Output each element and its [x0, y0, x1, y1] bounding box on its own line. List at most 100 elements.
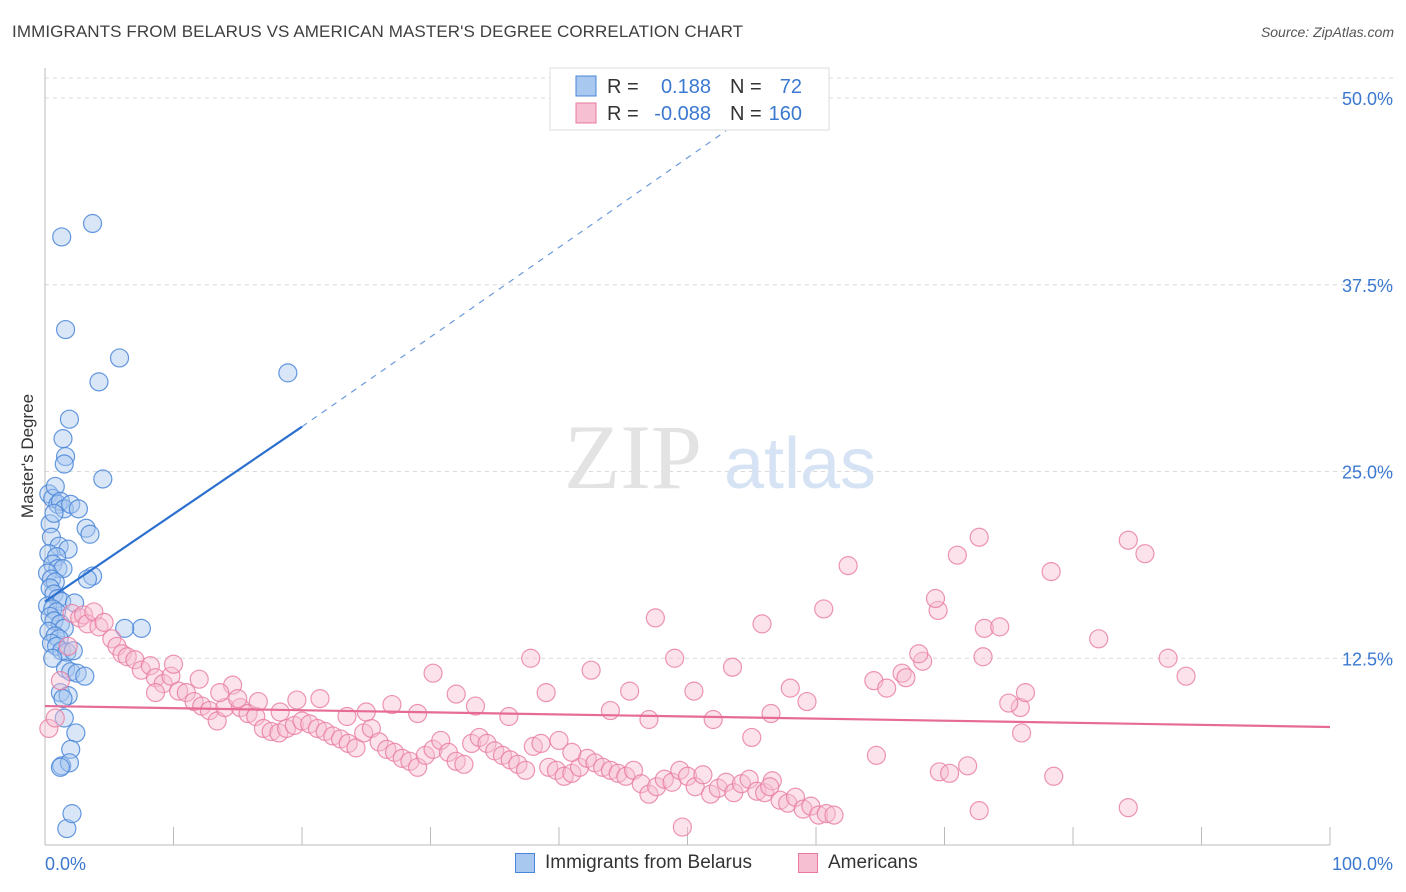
point-belarus-62	[55, 446, 76, 467]
point-americans-134	[684, 681, 704, 701]
point-americans-68	[531, 733, 551, 754]
point-americans-141	[814, 599, 834, 619]
point-belarus-73	[278, 363, 298, 383]
point-americans-122	[465, 696, 486, 716]
legend-n-label-1: N =	[730, 76, 762, 98]
point-americans-123	[499, 706, 519, 727]
point-americans-132	[645, 608, 665, 628]
legend-n-label-2: N =	[730, 103, 762, 125]
point-americans-58	[454, 754, 474, 774]
point-belarus-42	[67, 663, 87, 683]
legend-swatch-belarus	[575, 75, 597, 97]
point-americans-25	[199, 700, 220, 721]
watermark-zip: ZIP	[564, 406, 702, 508]
point-americans-146	[896, 668, 916, 688]
point-belarus-48	[66, 723, 86, 743]
y-tick-label-0: 12.5%	[1342, 649, 1393, 669]
point-americans-32	[253, 718, 274, 739]
point-belarus-56	[82, 213, 103, 234]
point-belarus-12	[39, 544, 59, 564]
point-americans-108	[163, 654, 184, 674]
y-axis-title: Master's Degree	[18, 394, 37, 518]
point-americans-157	[1118, 530, 1138, 550]
point-americans-90	[701, 784, 721, 804]
point-americans-69	[539, 757, 559, 777]
point-belarus-71	[115, 618, 135, 638]
bottom-legend: Immigrants from Belarus Americans	[0, 852, 1406, 878]
point-americans-151	[974, 618, 994, 638]
point-belarus-39	[43, 648, 63, 668]
point-belarus-70	[131, 618, 151, 638]
point-belarus-52	[50, 757, 71, 777]
point-americans-166	[1118, 798, 1138, 818]
point-americans-111	[228, 688, 248, 709]
legend-n-value-1: 72	[780, 76, 802, 98]
point-americans-164	[969, 801, 989, 821]
point-americans-126	[549, 730, 569, 751]
y-tick-label-1: 25.0%	[1342, 463, 1393, 483]
point-americans-8	[84, 602, 104, 622]
legend-label-belarus: Immigrants from Belarus	[545, 852, 752, 873]
point-americans-55	[431, 730, 451, 751]
trend-lines	[44, 130, 1331, 729]
point-belarus-50	[52, 756, 72, 776]
point-americans-59	[462, 733, 482, 754]
point-americans-109	[189, 669, 209, 689]
legend-item-americans[interactable]: Americans	[798, 852, 918, 874]
point-americans-84	[654, 769, 674, 789]
point-americans-14	[117, 647, 137, 667]
point-americans-167	[672, 817, 692, 837]
watermark: ZIP atlas	[564, 406, 876, 508]
point-belarus-63	[54, 454, 74, 474]
point-americans-81	[631, 774, 651, 794]
point-americans-110	[210, 683, 230, 703]
point-americans-140	[797, 691, 817, 712]
y-tick-label-3: 50.0%	[1342, 89, 1393, 109]
point-americans-113	[270, 702, 290, 722]
point-belarus-57	[55, 319, 76, 340]
point-americans-137	[742, 727, 762, 748]
point-americans-133	[665, 648, 685, 668]
point-americans-128	[581, 660, 601, 680]
point-americans-82	[639, 784, 659, 804]
point-americans-33	[261, 721, 281, 742]
point-americans-135	[703, 709, 723, 730]
point-americans-159	[1158, 648, 1178, 668]
point-belarus-37	[57, 642, 77, 662]
point-belarus-43	[75, 666, 95, 686]
correlation-legend: R = 0.188 N = 72 R = -0.088 N = 160	[549, 67, 830, 131]
point-americans-39	[307, 718, 328, 739]
point-americans-118	[382, 694, 402, 715]
legend-swatch-belarus	[515, 853, 535, 873]
point-americans-120	[423, 663, 443, 683]
point-americans-149	[947, 545, 967, 565]
point-americans-174	[752, 614, 772, 634]
legend-r-label-2: R =	[607, 103, 639, 125]
point-americans-165	[1044, 766, 1064, 786]
point-americans-142	[838, 556, 858, 576]
point-americans-96	[747, 781, 767, 801]
legend-item-belarus[interactable]: Immigrants from Belarus	[515, 852, 752, 874]
point-americans-17	[140, 656, 160, 676]
point-belarus-45	[58, 685, 78, 706]
point-americans-130	[620, 681, 640, 701]
point-americans-105	[816, 804, 836, 824]
x-tick-label-max: 100.0%	[1332, 854, 1393, 874]
point-belarus-46	[53, 688, 73, 709]
x-tick-labels: 0.0% 100.0%	[45, 854, 1393, 874]
point-americans-169	[973, 647, 993, 667]
point-americans-136	[722, 657, 743, 677]
point-americans-10	[94, 612, 114, 632]
point-americans-47	[369, 732, 389, 752]
point-americans-129	[600, 700, 621, 721]
point-americans-44	[346, 738, 366, 758]
point-americans-175	[760, 777, 780, 797]
point-americans-172	[925, 588, 946, 609]
point-americans-1	[45, 708, 65, 728]
point-belarus-59	[89, 372, 109, 392]
source-label: Source: ZipAtlas.com	[1260, 24, 1394, 40]
point-americans-67	[523, 736, 543, 756]
point-belarus-61	[53, 429, 73, 449]
point-americans-99	[770, 790, 790, 810]
point-belarus-40	[55, 659, 76, 679]
